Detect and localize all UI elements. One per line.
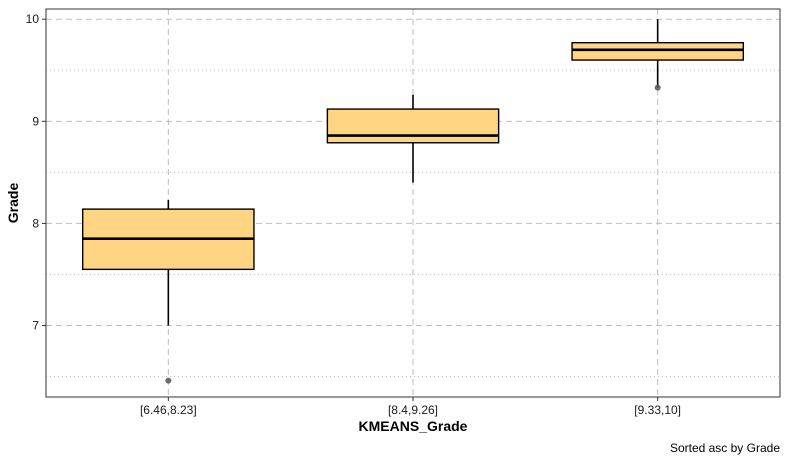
- x-tick-label: [9.33,10]: [634, 403, 681, 417]
- chart-caption: Sorted asc by Grade: [670, 441, 780, 455]
- x-axis-title: KMEANS_Grade: [359, 418, 468, 434]
- box-iqr: [326, 108, 500, 144]
- y-tick-label: 10: [26, 12, 40, 26]
- outlier-point: [165, 377, 172, 384]
- boxes-layer: [81, 19, 744, 384]
- axes-layer: 7 8 9 10 [6.46,8.23] [8.4,9.26] [9.33,10]: [26, 12, 681, 417]
- y-tick-label: 9: [32, 114, 39, 128]
- box-group: [571, 19, 744, 91]
- box-iqr: [571, 41, 744, 61]
- x-tick-label: [6.46,8.23]: [140, 403, 197, 417]
- y-axis-title: Grade: [5, 183, 21, 224]
- outlier-point: [654, 84, 661, 91]
- y-tick-label: 8: [32, 216, 39, 230]
- box-group: [326, 94, 500, 183]
- y-tick-label: 7: [32, 319, 39, 333]
- box-group: [81, 199, 255, 384]
- x-tick-label: [8.4,9.26]: [388, 403, 438, 417]
